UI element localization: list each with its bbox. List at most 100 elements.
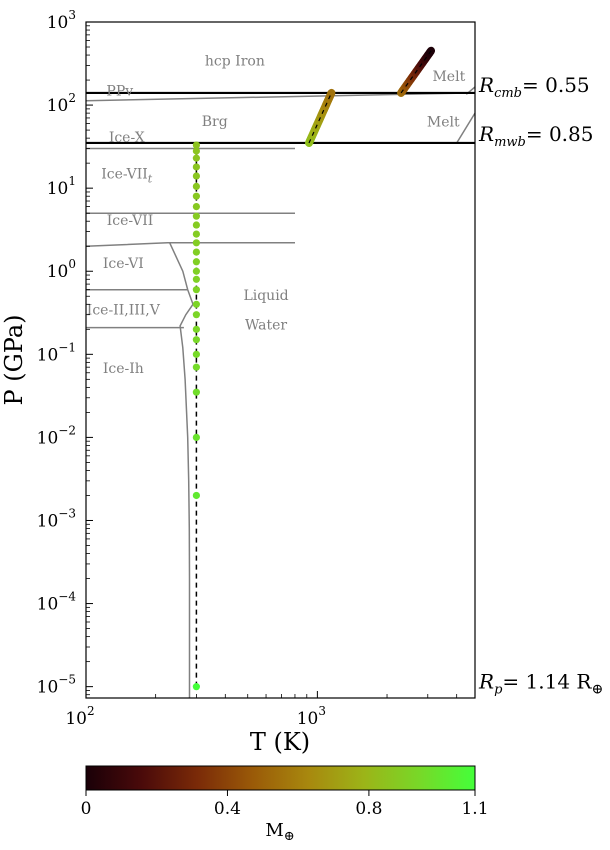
phase-boundary-line <box>456 112 475 144</box>
y-tick-base: 10 <box>37 511 59 531</box>
r-cmb-label: Rcmb= 0.55 <box>478 73 590 101</box>
x-axis-label: T (K) <box>250 728 310 756</box>
profile-point <box>192 163 200 171</box>
profile-point <box>192 230 200 238</box>
profile-point <box>192 258 200 266</box>
profile-dashed-line <box>400 50 432 94</box>
r-mwb-label: Rmwb= 0.85 <box>478 122 594 150</box>
colorbar-label-sub: ⊕ <box>284 829 295 844</box>
region-label: Melt <box>432 69 465 85</box>
phase-boundary-line <box>179 303 194 698</box>
profile-point <box>192 433 200 442</box>
r-p-label-symbol: R <box>478 670 494 694</box>
y-tick-exp: 0 <box>68 257 76 271</box>
r-mwb-label-value: = 0.85 <box>526 122 594 146</box>
y-axis-label: P (GPa) <box>0 314 28 405</box>
r-mwb-label-symbol: R <box>478 122 494 146</box>
x-tick-base: 10 <box>297 709 319 729</box>
y-tick-label: 103 <box>47 8 76 33</box>
y-tick-base: 10 <box>47 262 69 282</box>
profile-point <box>192 192 200 200</box>
x-tick-exp: 3 <box>318 704 326 718</box>
profile-point <box>192 275 200 283</box>
r-cmb-label-value: = 0.55 <box>522 73 590 97</box>
y-tick-base: 10 <box>37 678 59 698</box>
region-label: Ice-VI <box>103 256 144 272</box>
region-label: Liquid <box>243 288 288 304</box>
y-tick-base: 10 <box>47 96 69 116</box>
y-tick-exp: −3 <box>58 506 76 520</box>
y-tick-base: 10 <box>37 595 59 615</box>
y-tick-exp: 1 <box>68 174 76 188</box>
region-label-sub: t <box>148 173 153 186</box>
profile-point <box>192 350 200 358</box>
region-labels: hcp IronPPvBrgMeltMeltIce-XIce-VIItIce-V… <box>87 53 466 376</box>
profile-point <box>192 182 200 191</box>
phase-boundaries <box>86 86 475 698</box>
region-label: Ice-II,III,V <box>87 303 161 319</box>
colorbar-label: M⊕ <box>265 820 294 844</box>
r-p-label-sub: p <box>494 683 503 698</box>
profile-point <box>192 267 200 275</box>
profile-segment <box>326 88 336 99</box>
region-label: PPv <box>106 84 133 100</box>
profile-point <box>192 202 200 211</box>
r-cmb-label-sub: cmb <box>494 86 522 101</box>
profile-dashed-line <box>308 92 332 144</box>
y-tick-exp: −4 <box>58 590 76 604</box>
y-tick-base: 10 <box>47 13 69 33</box>
profile-point <box>192 221 200 229</box>
y-tick-label: 10−3 <box>37 506 76 531</box>
region-label: hcp Iron <box>205 53 265 69</box>
colorbar-ticks: 0 0.4 0.8 1.1 <box>81 790 489 819</box>
region-label: Ice-Ih <box>103 361 144 377</box>
profile-point <box>192 239 200 247</box>
colorbar-fill <box>85 765 476 791</box>
region-label: Ice-VII <box>107 213 154 229</box>
plot-frame <box>85 21 476 699</box>
profile-point <box>192 212 200 220</box>
mass-colorbar: 0 0.4 0.8 1.1 M⊕ <box>81 765 489 844</box>
x-tick-exp: 2 <box>87 704 95 718</box>
y-tick-label: 10−2 <box>37 423 76 448</box>
profile-point <box>192 300 200 308</box>
profile-point <box>192 311 200 319</box>
r-p-label-unit: ⊕ <box>591 682 603 698</box>
y-tick-exp: −5 <box>58 673 76 687</box>
profile-point <box>192 286 200 294</box>
profile-point <box>192 388 200 396</box>
region-label: Melt <box>427 115 460 131</box>
profile-point <box>192 141 200 149</box>
region-label: Water <box>245 317 287 333</box>
y-tick-label: 10−1 <box>37 340 76 365</box>
profile-point <box>192 336 200 344</box>
x-tick-label: 102 <box>65 704 94 729</box>
y-tick-exp: 3 <box>68 8 76 22</box>
x-tick-label: 103 <box>297 704 326 729</box>
y-tick-exp: −1 <box>58 340 76 354</box>
region-label: Ice-X <box>109 130 145 146</box>
y-tick-base: 10 <box>47 179 69 199</box>
y-tick-label: 10−4 <box>37 590 77 615</box>
y-tick-label: 101 <box>47 174 76 199</box>
y-tick-exp: −2 <box>58 423 76 437</box>
phase-boundary-line <box>169 242 194 305</box>
r-cmb-label-symbol: R <box>478 73 494 97</box>
y-tick-label: 102 <box>47 91 76 116</box>
profile-point <box>192 363 200 371</box>
phase-boundary-line <box>86 92 475 102</box>
profile-point <box>192 147 200 155</box>
planet-profile <box>192 46 436 691</box>
r-p-label-value: = 1.14 R <box>502 670 592 694</box>
y-tick-exp: 2 <box>68 91 76 105</box>
colorbar-tick-label: 1.1 <box>461 799 488 819</box>
pressure-markers <box>86 91 475 145</box>
x-tick-base: 10 <box>65 709 87 729</box>
profile-point <box>192 491 200 500</box>
y-tick-base: 10 <box>37 428 59 448</box>
profile-point <box>192 683 200 691</box>
profile-point <box>192 325 200 333</box>
